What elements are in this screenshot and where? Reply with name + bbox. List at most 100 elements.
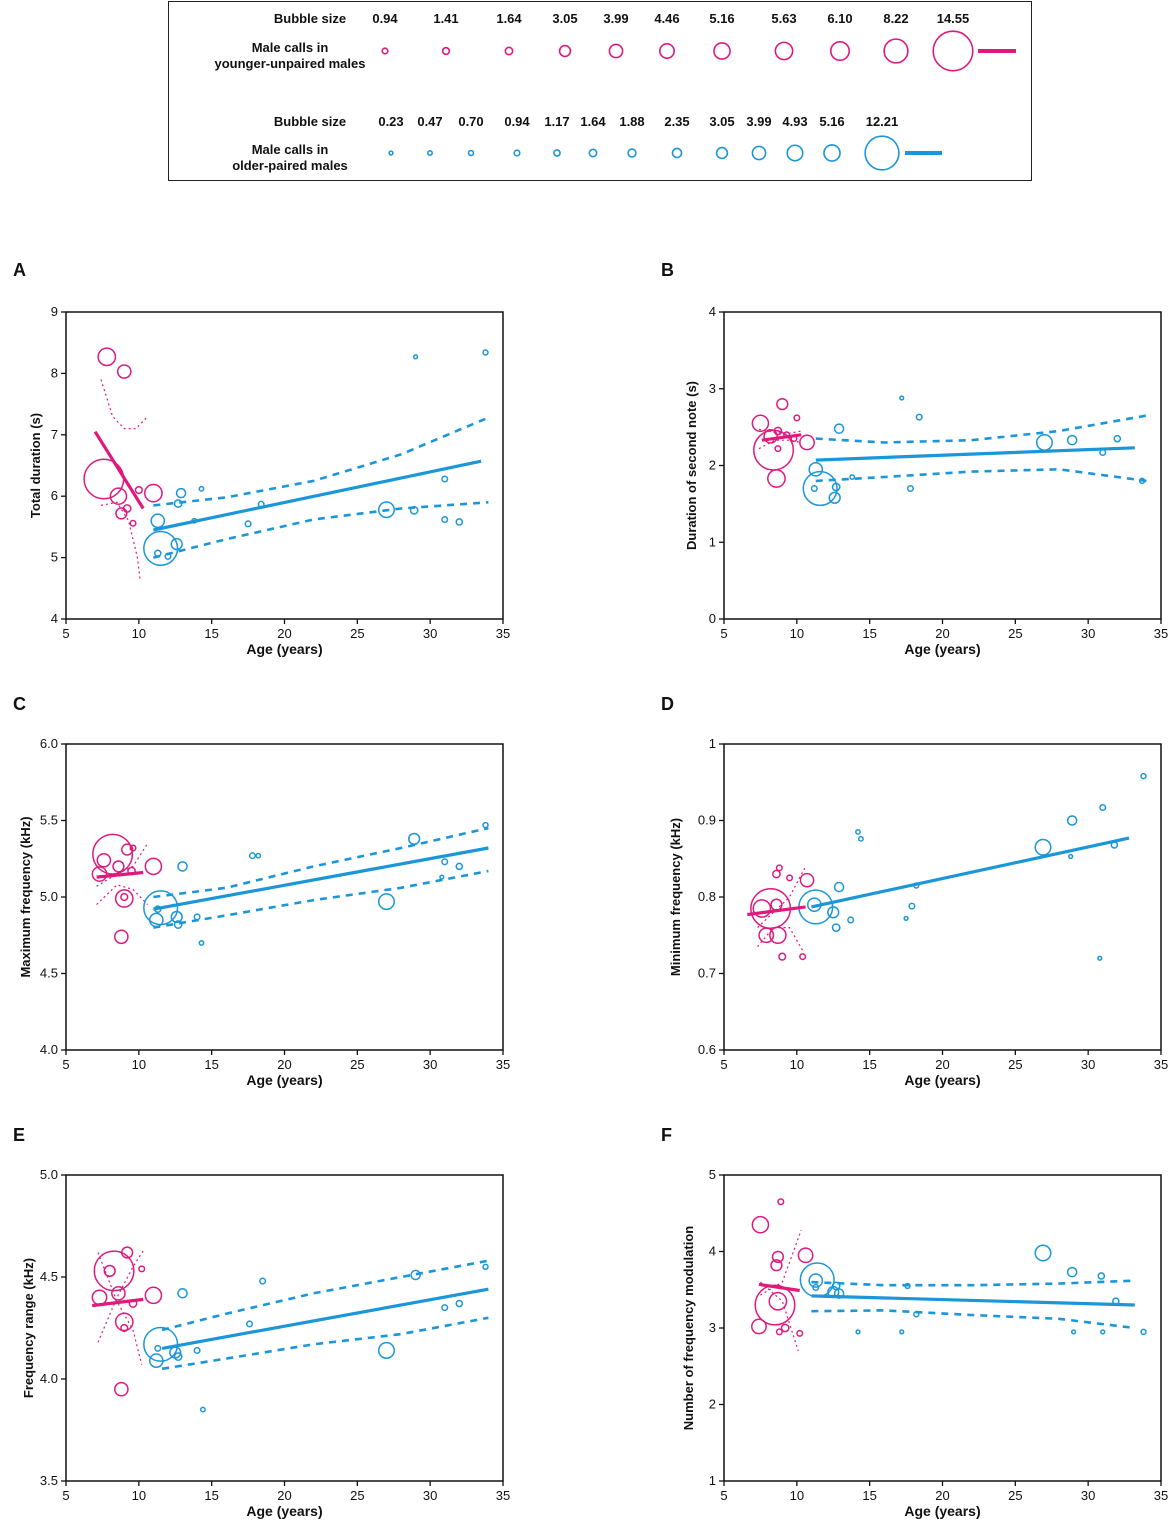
old-bubble (1068, 853, 1074, 860)
young-ci-lower (97, 1252, 143, 1365)
plot-frame (723, 311, 1162, 620)
old-ci-lower (153, 869, 489, 929)
young-fit-line (761, 433, 802, 442)
y-tick-label: 4.5 (40, 1269, 58, 1284)
x-tick-label: 5 (62, 1057, 69, 1072)
y-tick-label: 1 (709, 1473, 716, 1488)
chart-panel-D (719, 743, 1162, 1055)
legend-young-label-line: younger-unpaired males (215, 56, 366, 71)
old-bubble (1099, 803, 1107, 812)
old-bubble (441, 516, 449, 524)
old-bubble (441, 858, 449, 866)
old-bubble (255, 852, 262, 859)
old-bubble (1140, 772, 1147, 780)
old-bubble (148, 1353, 164, 1368)
x-tick-label: 30 (423, 1057, 437, 1072)
old-bubble (1070, 1329, 1077, 1335)
old-bubble (198, 939, 205, 946)
y-tick-label: 4 (51, 611, 58, 626)
young-bubble (767, 469, 786, 488)
old-fit-line (161, 1287, 489, 1350)
legend-bubble (713, 42, 731, 60)
x-tick-label: 10 (132, 626, 146, 641)
legend-size-label: 3.05 (709, 114, 734, 129)
old-fit-line (815, 446, 1135, 462)
x-tick-label: 35 (1154, 1488, 1168, 1503)
old-bubble (198, 485, 205, 492)
x-axis-label: Age (years) (246, 1072, 322, 1088)
legend-box (168, 1, 1032, 181)
young-bubble (772, 869, 781, 879)
old-fit-line (811, 1294, 1135, 1307)
legend-size-label: 1.64 (580, 114, 606, 129)
x-tick-label: 10 (790, 1057, 804, 1072)
old-bubble (1100, 1329, 1106, 1335)
young-bubble (96, 852, 112, 868)
old-bubble (908, 902, 916, 910)
x-axis-label: Age (years) (246, 641, 322, 657)
old-bubble (482, 349, 489, 356)
old-bubble (441, 475, 449, 483)
young-bubble (120, 1323, 129, 1333)
old-bubble (855, 829, 861, 835)
legend-bubble (671, 147, 683, 159)
x-tick-label: 5 (62, 626, 69, 641)
y-tick-label: 1 (709, 534, 716, 549)
old-bubble (148, 912, 164, 928)
panel-label: C (13, 694, 26, 714)
x-tick-label: 30 (1081, 1057, 1095, 1072)
old-bubble (1113, 434, 1122, 443)
young-bubble (799, 953, 807, 961)
x-tick-label: 35 (496, 1057, 510, 1072)
old-bubble (259, 1277, 267, 1285)
legend-bubble (504, 46, 514, 56)
young-bubble (768, 1291, 788, 1311)
old-bubble (170, 910, 183, 924)
old-fit-line (153, 846, 489, 911)
y-tick-label: 5 (709, 1167, 716, 1182)
old-ci-lower (811, 1309, 1135, 1330)
old-bubble (482, 1263, 489, 1271)
old-bubble (143, 530, 179, 567)
legend-bubble (388, 150, 394, 156)
y-tick-label: 5 (51, 550, 58, 565)
young-bubble (97, 347, 117, 367)
y-tick-label: 5.0 (40, 1167, 58, 1182)
legend-bubble (715, 146, 729, 160)
young-fit-line (96, 870, 144, 879)
old-bubble (177, 1288, 188, 1299)
young-fit-line (93, 430, 145, 510)
young-bubble (144, 483, 163, 503)
old-bubble (455, 862, 464, 871)
legend-size-label: 5.63 (771, 11, 796, 26)
y-tick-label: 0.6 (698, 1042, 716, 1057)
young-bubble (799, 434, 815, 451)
x-axis-label: Age (years) (904, 1072, 980, 1088)
young-bubble (115, 507, 128, 520)
x-tick-label: 25 (350, 1057, 364, 1072)
old-bubble (799, 1262, 835, 1298)
young-bubble (116, 364, 132, 379)
young-bubble (797, 1247, 814, 1264)
x-tick-label: 10 (132, 1057, 146, 1072)
young-ci-upper (758, 428, 802, 434)
young-fit-line (758, 1282, 800, 1293)
young-bubble (770, 1259, 783, 1272)
young-bubble (758, 927, 775, 944)
old-bubble (409, 505, 419, 515)
old-bubble (833, 423, 845, 434)
x-tick-label: 30 (1081, 1488, 1095, 1503)
legend-bubble (558, 44, 572, 58)
y-tick-label: 8 (51, 365, 58, 380)
x-axis-label: Age (years) (904, 641, 980, 657)
young-bubble (114, 1312, 134, 1332)
old-fit-line (153, 459, 482, 532)
young-bubble (773, 426, 783, 436)
old-bubble (906, 485, 914, 493)
old-ci-upper (815, 414, 1147, 444)
legend-old-label-line: Male calls in (252, 142, 329, 157)
old-bubble (177, 861, 188, 872)
old-bubble (412, 354, 419, 360)
young-bubble (776, 397, 789, 411)
old-ci-upper (153, 416, 489, 507)
